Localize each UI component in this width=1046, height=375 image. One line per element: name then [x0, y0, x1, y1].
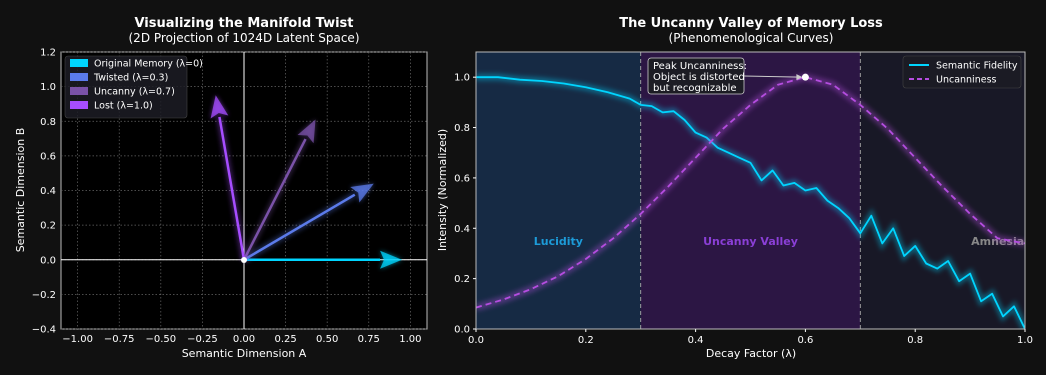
left-y-tick-label: 1.0 [40, 82, 56, 93]
left-legend-label: Uncanny (λ=0.7) [94, 87, 175, 98]
left-y-tick-label: 0.4 [40, 186, 56, 197]
right-tick-labels: 0.0 0.2 0.4 0.6 0.8 1.0 0.0 0.2 0.4 0.6 0.8 1.0 [454, 73, 1033, 346]
left-legend: Original Memory (λ=0) Twisted (λ=0.3) Unca… [64, 55, 203, 119]
series-line [476, 76, 1025, 309]
vector-arrow [210, 95, 247, 261]
left-legend-label: Lost (λ=1.0) [94, 101, 153, 112]
left-x-tick-label: 0.75 [358, 334, 380, 345]
region-label: Uncanny Valley [703, 235, 798, 248]
origin-point [241, 257, 247, 263]
annotation-text: but recognizable [653, 83, 737, 94]
peak-point [801, 73, 809, 81]
left-legend-label: Twisted (λ=0.3) [93, 73, 168, 84]
left-y-tick-label: 0.0 [40, 255, 56, 266]
right-legend-label: Semantic Fidelity [936, 61, 1018, 72]
left-legend-swatch [70, 59, 88, 67]
left-legend-swatch [70, 73, 88, 81]
right-legend: Semantic Fidelity Uncanniness [902, 55, 1022, 89]
annotation-arrowhead [796, 74, 803, 81]
right-regions: Lucidity Uncanny Valley Amnesia [476, 52, 1025, 329]
left-y-tick-label: 0.8 [40, 117, 56, 128]
left-x-tick-label: 1.00 [399, 334, 421, 345]
left-legend-swatch [70, 101, 88, 109]
right-x-tick-label: 0.4 [688, 335, 704, 346]
left-vectors [210, 95, 403, 269]
left-chart: Visualizing the Manifold Twist (2D Proje… [14, 16, 428, 360]
right-x-tick-label: 0.2 [578, 335, 594, 346]
left-x-tick-label: −0.50 [145, 334, 176, 345]
vector-shaft [243, 193, 356, 261]
vector-shaft [218, 116, 246, 260]
right-legend-label: Uncanniness [936, 75, 997, 86]
right-legend-box [902, 55, 1022, 89]
right-series [476, 73, 1025, 329]
left-chart-title: Visualizing the Manifold Twist [134, 16, 353, 31]
left-x-tick-label: 0.25 [274, 334, 296, 345]
vector-shaft [242, 138, 307, 261]
region-band [476, 52, 641, 329]
right-x-tick-label: 1.0 [1017, 335, 1033, 346]
left-y-tick-label: −0.2 [32, 290, 56, 301]
vector-arrow [244, 250, 403, 269]
left-x-tick-label: 0.50 [316, 334, 338, 345]
right-y-tick-label: 0.0 [454, 325, 470, 336]
annotation-text: Peak Uncanniness: [653, 61, 747, 72]
right-y-tick-label: 1.0 [454, 73, 470, 84]
right-chart: The Uncanny Valley of Memory Loss (Pheno… [436, 16, 1033, 360]
left-legend-box [64, 55, 188, 119]
vector-head [297, 119, 316, 144]
annotation-text: Object is distorted [653, 72, 745, 83]
vector-arrow [241, 119, 316, 262]
left-x-tick-label: −0.75 [104, 334, 135, 345]
right-y-tick-label: 0.4 [454, 224, 470, 235]
vector-head [210, 95, 229, 119]
right-x-tick-label: 0.8 [907, 335, 923, 346]
right-y-tick-label: 0.6 [454, 173, 470, 184]
left-x-tick-label: −0.25 [187, 334, 218, 345]
left-x-tick-label: −1.00 [62, 334, 93, 345]
left-x-tick-label: 0.00 [233, 334, 255, 345]
right-chart-subtitle: (Phenomenological Curves) [669, 31, 834, 45]
left-xlabel: Semantic Dimension A [182, 347, 307, 360]
left-y-tick-label: 0.2 [40, 221, 56, 232]
region-band [640, 52, 861, 329]
right-chart-title: The Uncanny Valley of Memory Loss [619, 16, 883, 31]
right-x-tick-label: 0.0 [468, 335, 484, 346]
right-plot-frame [475, 51, 1026, 330]
left-y-tick-label: 1.2 [40, 48, 56, 59]
right-x-tick-label: 0.6 [797, 335, 813, 346]
left-y-tick-label: −0.4 [32, 325, 56, 336]
peak-annotation: Peak Uncanniness:Object is distortedbut … [647, 57, 809, 95]
left-legend-label: Original Memory (λ=0) [94, 59, 203, 70]
vector-head [380, 250, 403, 269]
left-tick-labels: −1.00 −0.75 −0.50 −0.25 0.00 0.25 0.50 0.75 1.00… [32, 48, 422, 346]
vector-head [350, 183, 374, 203]
right-y-tick-label: 0.2 [454, 274, 470, 285]
left-y-tick-label: 0.6 [40, 151, 56, 162]
left-legend-swatch [70, 87, 88, 95]
region-label: Lucidity [534, 235, 583, 248]
left-ylabel: Semantic Dimension B [14, 128, 27, 253]
right-ylabel: Intensity (Normalized) [436, 129, 449, 251]
vector-arrow [242, 183, 374, 263]
left-chart-subtitle: (2D Projection of 1024D Latent Space) [129, 31, 360, 45]
right-xlabel: Decay Factor (λ) [706, 347, 796, 360]
series-line [476, 76, 1025, 329]
annotation-arrow [743, 75, 801, 78]
right-y-tick-label: 0.8 [454, 123, 470, 134]
